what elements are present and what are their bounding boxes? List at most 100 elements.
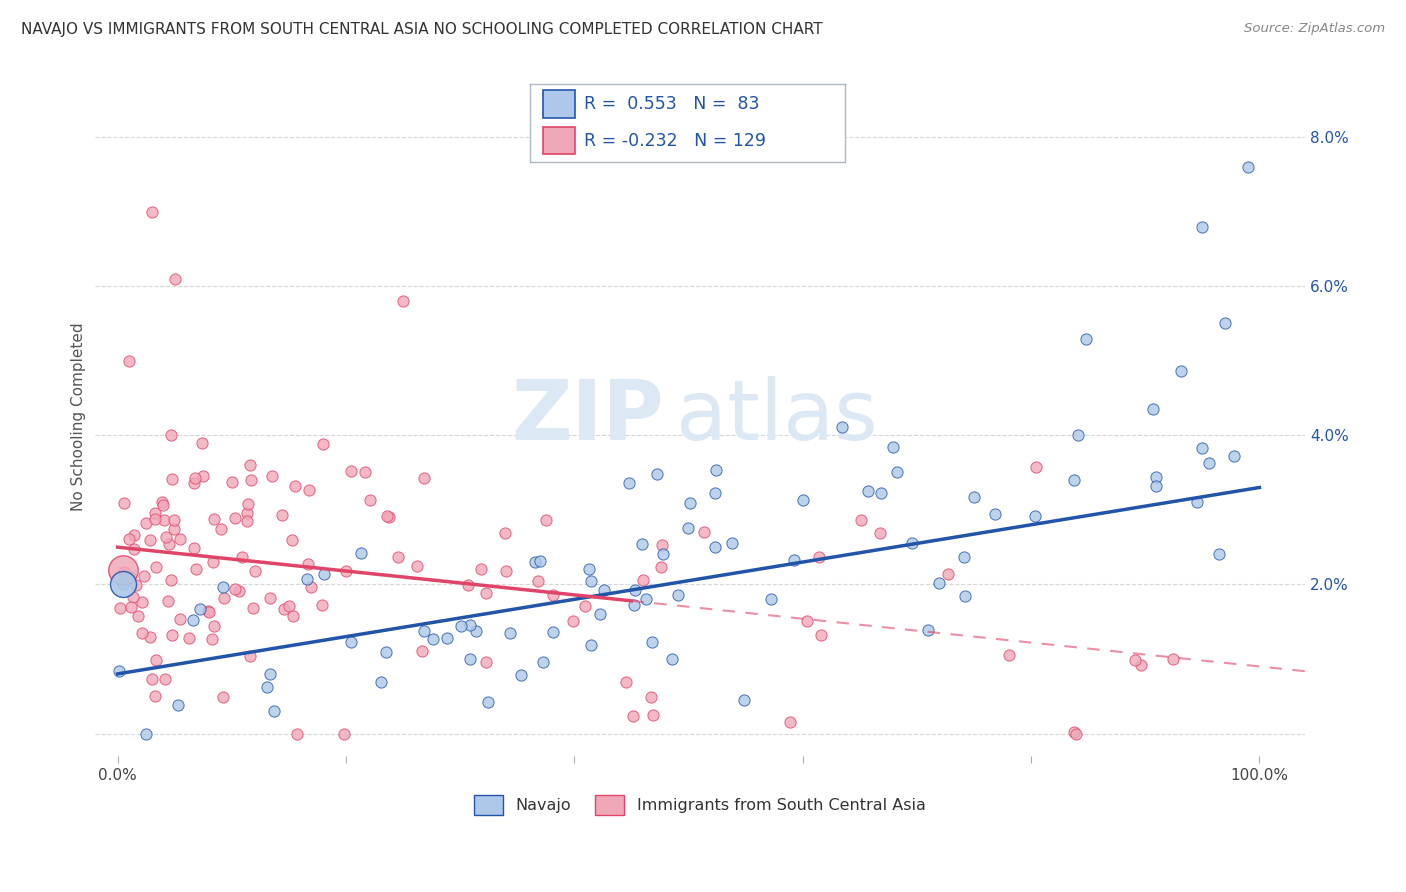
Legend: Navajo, Immigrants from South Central Asia: Navajo, Immigrants from South Central As… [467,787,934,822]
Point [183,470,205,484]
Point [209,522,232,536]
Point [108,600,131,615]
Point [201,555,224,569]
Point [761,591,783,606]
Point [231,550,253,565]
Point [936,567,959,582]
Point [524,555,547,569]
Point [108,665,131,679]
Point [436,631,458,645]
Point [157,536,180,550]
Point [183,541,205,555]
Point [901,536,924,550]
Point [623,583,645,598]
Point [661,651,683,665]
Point [160,573,183,587]
Point [640,635,662,649]
Point [340,634,363,648]
Point [163,513,186,527]
Point [243,564,266,578]
Point [619,476,641,491]
Point [858,484,880,499]
Point [212,591,235,605]
Point [869,526,891,541]
Point [494,526,516,541]
Point [143,506,166,520]
Point [162,628,184,642]
Point [703,540,725,554]
Point [623,598,645,612]
Point [411,643,433,657]
Point [141,673,163,687]
Point [124,578,146,592]
Point [581,574,603,589]
Point [112,577,135,591]
Point [636,591,658,606]
Point [641,708,664,723]
Point [118,570,141,584]
Point [202,512,225,526]
Point [152,499,174,513]
Point [422,632,444,647]
Point [127,608,149,623]
Point [120,599,142,614]
Point [204,619,226,633]
Point [477,694,499,708]
Point [666,588,689,602]
Point [541,589,564,603]
Point [1130,658,1153,673]
Point [236,506,259,520]
Point [191,435,214,450]
Point [650,560,672,574]
Point [375,645,398,659]
Point [122,528,145,542]
Point [458,651,481,665]
Point [169,612,191,626]
Point [135,726,157,740]
Point [792,492,814,507]
Point [163,522,186,536]
Point [614,674,637,689]
Point [589,607,612,621]
Point [1123,652,1146,666]
Point [593,583,616,598]
Point [228,583,250,598]
Text: Source: ZipAtlas.com: Source: ZipAtlas.com [1244,22,1385,36]
Point [112,577,135,591]
Point [495,565,517,579]
Point [574,599,596,613]
Point [1191,219,1213,234]
Point [679,496,702,510]
Point [870,485,893,500]
Text: ZIP: ZIP [512,376,664,458]
Point [118,532,141,546]
Point [377,509,399,524]
Point [526,574,548,588]
Point [167,698,190,712]
Point [963,490,986,504]
Point [281,608,304,623]
Point [273,602,295,616]
Point [387,550,409,565]
Point [621,709,644,723]
Point [112,562,135,576]
Point [112,566,135,580]
Point [141,204,163,219]
Point [298,483,321,498]
Point [499,625,522,640]
Point [413,471,436,485]
Point [139,533,162,547]
Point [354,465,377,479]
Point [413,624,436,639]
Point [1067,427,1090,442]
Point [201,632,224,646]
Point [631,573,654,587]
Point [212,580,235,594]
Point [1076,332,1098,346]
Point [796,615,818,629]
Point [1064,726,1087,740]
Point [197,604,219,618]
Point [242,600,264,615]
Point [984,507,1007,521]
Point [224,511,246,525]
